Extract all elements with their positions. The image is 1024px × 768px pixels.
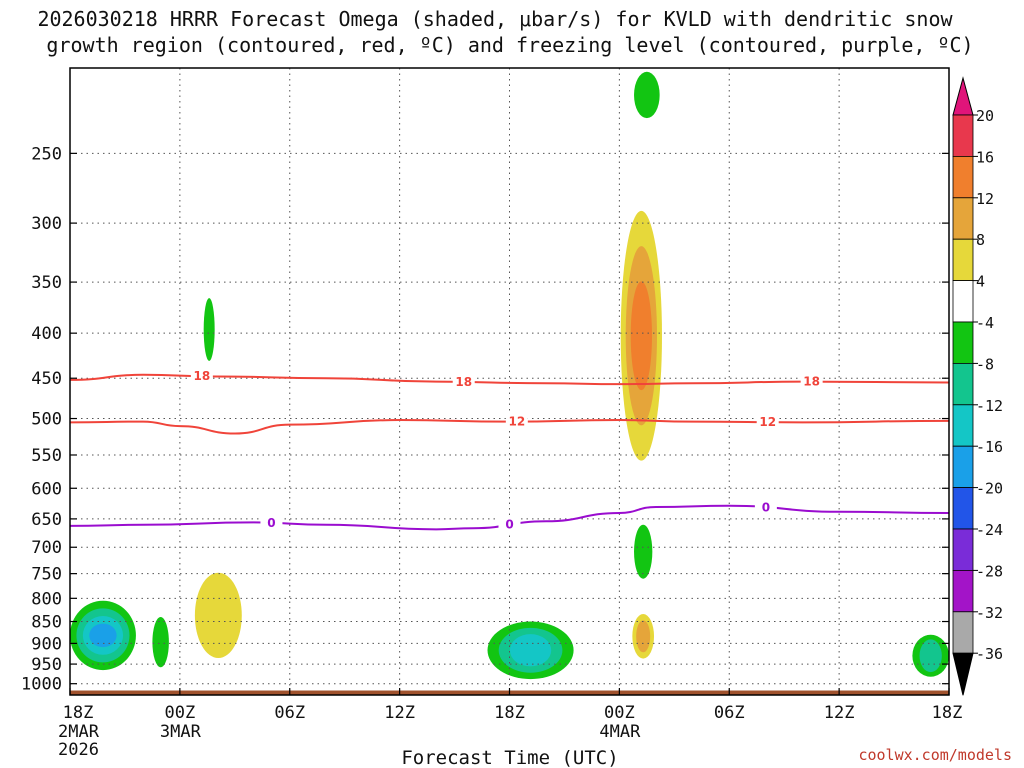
omega-rising-area-1-level--4	[634, 71, 660, 119]
x-date-label-30: 4MAR	[599, 722, 641, 742]
colorbar-label--36: -36	[976, 645, 1003, 663]
y-tick-label-550: 550	[31, 446, 62, 466]
contour-label-bg-0-1	[452, 374, 475, 390]
colorbar-label--4: -4	[976, 314, 994, 332]
x-tick-label-0: 18Z	[63, 703, 94, 723]
colorbar-label--12: -12	[976, 397, 1003, 415]
omega-rising-area-8-level--4	[152, 616, 169, 668]
contour-label-0-0: 18	[193, 369, 210, 383]
colorbar-label--16: -16	[976, 438, 1003, 456]
omega-rising-area-6-level--4	[634, 524, 653, 579]
contour-label-0-1: 18	[455, 375, 472, 389]
omega-sinking-area-9-level-8	[194, 572, 242, 659]
x-tick-label-24: 18Z	[494, 703, 525, 723]
omega-rising-area-7-level--16	[89, 623, 117, 648]
colorbar-label--8: -8	[976, 355, 994, 373]
colorbar-bottom-arrow	[952, 652, 974, 696]
omega-sinking-area-10-level-4	[280, 649, 314, 671]
credit-text: coolwx.com/models	[858, 746, 1012, 764]
y-tick-label-500: 500	[31, 410, 62, 430]
y-tick-label-300: 300	[31, 214, 62, 234]
y-tick-label-450: 450	[31, 369, 62, 389]
colorbar-band--24	[952, 528, 974, 571]
colorbar-label--32: -32	[976, 604, 1003, 622]
y-tick-label-350: 350	[31, 273, 62, 293]
colorbar-label-16: 16	[976, 148, 994, 166]
contour-label-bg-0-2	[800, 373, 823, 389]
chart-title-line2: growth region (contoured, red, ºC) and f…	[46, 33, 973, 57]
omega-sinking-area-2-level-16	[630, 281, 652, 391]
x-tick-label-12: 06Z	[274, 703, 305, 723]
y-tick-label-900: 900	[31, 634, 62, 654]
contour-label-bg-1-1	[756, 414, 779, 430]
colorbar-band--20	[952, 487, 974, 530]
contour-label-bg-2-1	[498, 516, 521, 532]
colorbar: 20 16 12 8 4 -4 -8 -12 -16 -20 -24 -28 -32 -36	[952, 76, 1003, 696]
colorbar-label-8: 8	[976, 231, 985, 249]
colorbar-label-12: 12	[976, 190, 994, 208]
y-tick-label-250: 250	[31, 144, 62, 164]
contour-label-bg-2-2	[754, 499, 777, 515]
omega-sinking-area-4-level-4	[366, 351, 415, 476]
colorbar-band-20	[952, 114, 974, 157]
y-tick-label-700: 700	[31, 538, 62, 558]
colorbar-label-4: 4	[976, 273, 985, 291]
omega-sinking-area-3-level-4	[536, 182, 592, 379]
colorbar-band-8	[952, 238, 974, 281]
omega-rising-area-5-level--4	[203, 298, 215, 361]
y-tick-label-650: 650	[31, 510, 62, 530]
contour-label-bg-0-0	[190, 368, 213, 384]
colorbar-band--16	[952, 445, 974, 489]
x-tick-label-36: 06Z	[714, 703, 745, 723]
colorbar-top-arrow	[952, 76, 974, 116]
y-tick-label-1000: 1000	[21, 675, 62, 695]
y-axis: 2503003504004505005506006507007508008509…	[21, 144, 949, 695]
colorbar-label--28: -28	[976, 562, 1003, 580]
chart-title-line1: 2026030218 HRRR Forecast Omega (shaded, …	[37, 7, 953, 31]
x-tick-label-30: 00Z	[604, 703, 635, 723]
colorbar-band--28	[952, 570, 974, 613]
colorbar-band--32	[952, 611, 974, 654]
contour-label-1-1: 12	[759, 415, 776, 429]
x-date-label-6: 3MAR	[160, 722, 202, 742]
omega-rising-area-11-level--12	[509, 634, 552, 667]
contour-label-bg-1-0	[505, 413, 528, 429]
colorbar-band--12	[952, 404, 974, 447]
y-tick-label-400: 400	[31, 324, 62, 344]
contour-label-2-2: 0	[762, 501, 770, 515]
x-date-label-0: 2MAR	[58, 722, 100, 742]
x-tick-label-48: 18Z	[932, 703, 963, 723]
colorbar-band-4	[952, 280, 974, 323]
x-tick-label-18: 12Z	[384, 703, 415, 723]
omega-rising-area-14-level--8	[919, 639, 942, 673]
y-tick-label-800: 800	[31, 589, 62, 609]
colorbar-band-12	[952, 197, 974, 240]
x-year-label-0: 2026	[58, 740, 99, 760]
omega-sinking-area-13-level-4	[732, 629, 765, 676]
contour-label-0-2: 18	[803, 375, 820, 389]
colorbar-label--20: -20	[976, 480, 1003, 498]
contour-label-1-0: 12	[508, 414, 525, 428]
x-tick-label-6: 00Z	[165, 703, 196, 723]
colorbar-band-16	[952, 155, 974, 199]
contour-label-2-1: 0	[505, 518, 513, 532]
colorbar-band--8	[952, 362, 974, 406]
y-tick-label-750: 750	[31, 565, 62, 585]
temperature-contours: 18 18 18 12 12 0 0 0	[70, 368, 949, 532]
x-axis-label: Forecast Time (UTC)	[401, 747, 618, 768]
x-tick-label-42: 12Z	[824, 703, 855, 723]
contour-label-2-0: 0	[267, 516, 275, 530]
y-tick-label-600: 600	[31, 479, 62, 499]
contour-label-bg-2-0	[260, 514, 283, 530]
colorbar-label-20: 20	[976, 107, 994, 125]
y-tick-label-850: 850	[31, 613, 62, 633]
colorbar-band--4	[952, 321, 974, 364]
y-tick-label-950: 950	[31, 655, 62, 675]
colorbar-label--24: -24	[976, 521, 1003, 539]
omega-sinking-area-12-level-12	[636, 620, 651, 653]
